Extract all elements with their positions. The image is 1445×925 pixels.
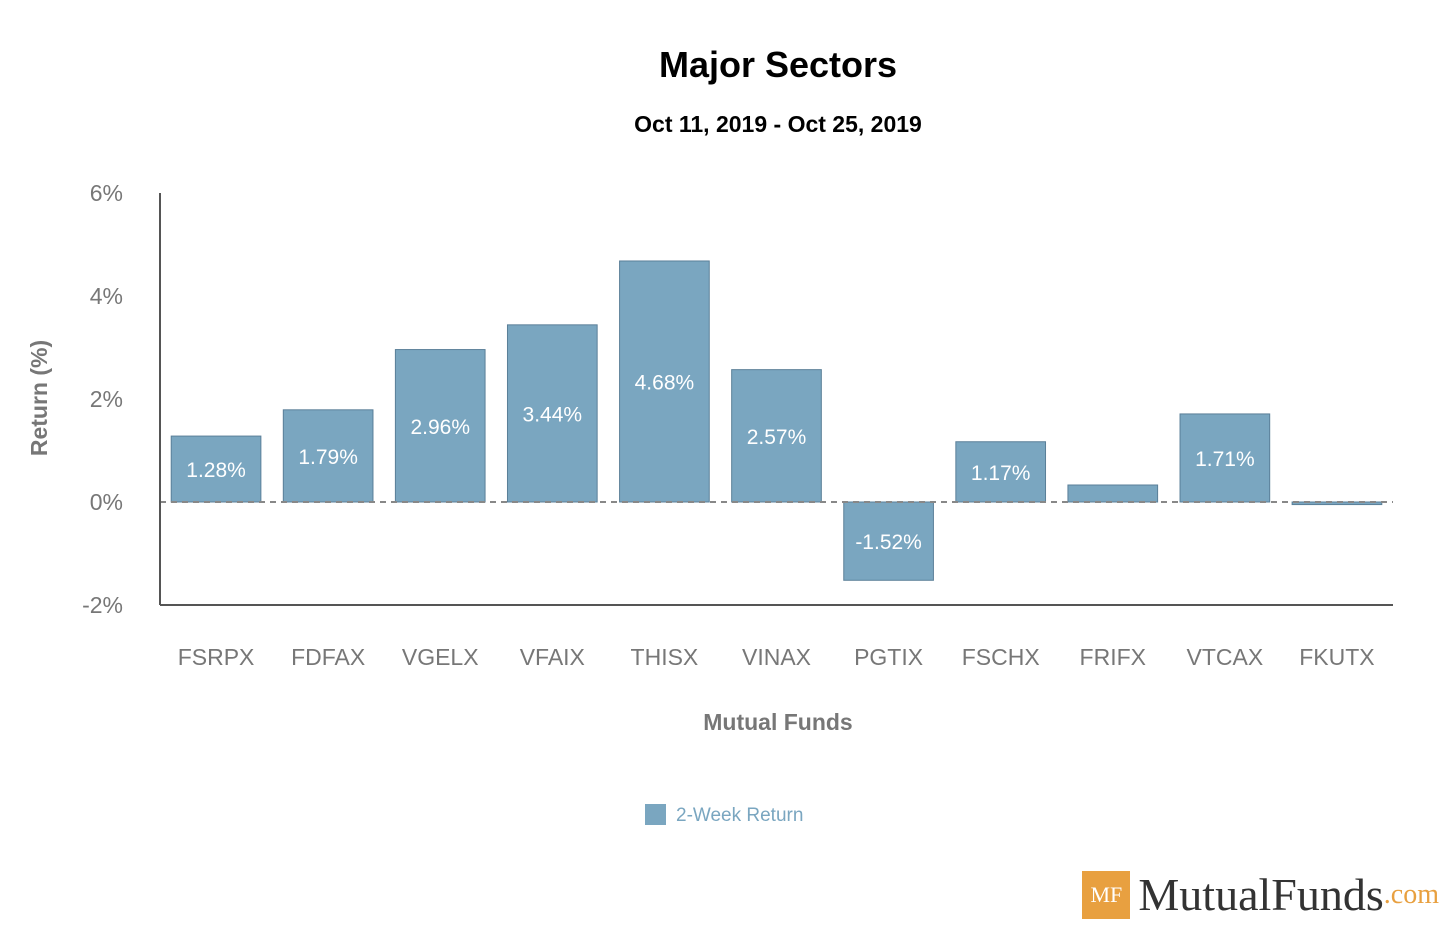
y-tick-label: 6% bbox=[90, 180, 123, 206]
bar bbox=[731, 369, 822, 503]
x-tick-label: FKUTX bbox=[1299, 644, 1374, 670]
chart-title: Major Sectors bbox=[659, 44, 897, 85]
logo-mark: MF bbox=[1082, 870, 1131, 919]
bar bbox=[282, 409, 374, 503]
x-tick-label: FSRPX bbox=[178, 644, 255, 670]
bar bbox=[619, 260, 710, 503]
bar bbox=[394, 349, 486, 503]
x-tick-label: FSCHX bbox=[962, 644, 1040, 670]
y-tick-label: -2% bbox=[82, 592, 123, 618]
x-tick-label: VFAIX bbox=[520, 644, 585, 670]
legend: 2-Week Return bbox=[645, 804, 803, 826]
legend-label: 2-Week Return bbox=[676, 805, 803, 826]
bar bbox=[843, 501, 934, 581]
x-tick-label: FRIFX bbox=[1080, 644, 1146, 670]
bar bbox=[1179, 413, 1271, 503]
legend-swatch bbox=[645, 804, 666, 825]
x-axis-title: Mutual Funds bbox=[703, 709, 852, 735]
data-label: 2.96% bbox=[410, 416, 470, 439]
data-label: 2.57% bbox=[747, 426, 807, 449]
logo-suffix: .com bbox=[1383, 878, 1439, 910]
bar bbox=[1291, 501, 1383, 506]
y-tick-label: 4% bbox=[90, 283, 123, 309]
chart-subtitle: Oct 11, 2019 - Oct 25, 2019 bbox=[634, 111, 922, 137]
x-tick-label: PGTIX bbox=[854, 644, 923, 670]
y-axis-title: Return (%) bbox=[26, 340, 52, 456]
x-tick-label: FDFAX bbox=[291, 644, 365, 670]
data-label: 1.79% bbox=[298, 446, 358, 469]
bar bbox=[955, 441, 1047, 503]
bar bbox=[1067, 484, 1159, 503]
logo-name: MutualFunds bbox=[1138, 869, 1384, 920]
x-tick-label: VTCAX bbox=[1187, 644, 1264, 670]
x-tick-label: THISX bbox=[631, 644, 699, 670]
bar bbox=[170, 435, 262, 503]
data-label: 1.28% bbox=[186, 459, 246, 482]
data-label: 4.68% bbox=[635, 371, 695, 394]
x-tick-label: VGELX bbox=[402, 644, 479, 670]
x-tick-label: VINAX bbox=[742, 644, 811, 670]
data-label: 1.71% bbox=[1195, 448, 1255, 471]
data-label: -1.52% bbox=[855, 531, 922, 554]
y-tick-label: 0% bbox=[90, 489, 123, 515]
data-label: 3.44% bbox=[523, 403, 583, 426]
mutualfunds-logo: MF MutualFunds .com bbox=[1082, 868, 1439, 921]
y-tick-label: 2% bbox=[90, 386, 123, 412]
data-label: 1.17% bbox=[971, 462, 1031, 485]
bar bbox=[506, 324, 598, 503]
